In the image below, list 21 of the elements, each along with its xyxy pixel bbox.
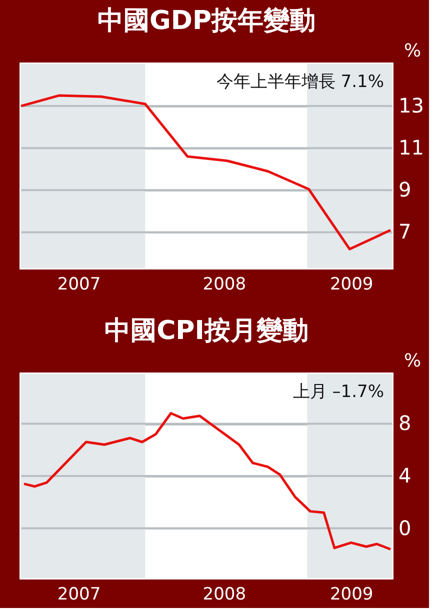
x-tick-label: 2007 <box>57 584 101 604</box>
y-tick-label: 0 <box>398 516 412 540</box>
y-tick-label: 9 <box>398 178 412 202</box>
y-axis-title: % <box>404 350 422 372</box>
y-tick-label: 13 <box>398 94 424 118</box>
chart-title: 中國GDP按年變動 <box>98 6 316 36</box>
y-tick-label: 8 <box>398 411 412 436</box>
y-tick-label: 11 <box>398 136 424 160</box>
x-tick-label: 2007 <box>57 274 101 294</box>
x-tick-label: 2009 <box>330 584 374 604</box>
line-series <box>22 412 392 550</box>
x-tick-label: 2008 <box>202 274 246 294</box>
line-series <box>20 94 392 250</box>
x-tick-label: 2008 <box>202 584 246 604</box>
y-axis-title: % <box>404 40 422 62</box>
y-tick-label: 7 <box>398 220 412 244</box>
annotation: 今年上半年增長 7.1% <box>216 72 384 92</box>
y-tick-label: 4 <box>398 464 412 488</box>
chart-title: 中國CPI按月變動 <box>104 316 308 346</box>
annotation: 上月 –1.7% <box>292 382 384 402</box>
x-tick-label: 2009 <box>330 274 374 294</box>
